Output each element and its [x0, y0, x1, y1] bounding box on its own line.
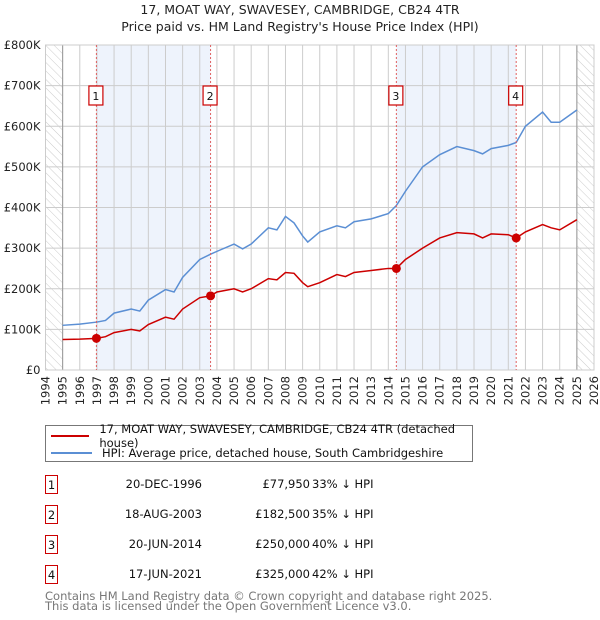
legend-property-label: 17, MOAT WAY, SWAVESEY, CAMBRIDGE, CB24 … — [99, 422, 456, 450]
sale-price: £325,000 — [255, 567, 310, 581]
sale-price: £250,000 — [255, 537, 310, 551]
y-tick-label: £800K — [4, 38, 41, 52]
x-tick-label: 2011 — [330, 376, 344, 405]
sale-point — [206, 291, 216, 301]
y-tick-label: £200K — [4, 282, 41, 296]
sale-label: 2 — [207, 90, 214, 103]
x-tick-label: 2016 — [416, 376, 430, 405]
sale-hpi-diff: 33% ↓ HPI — [312, 477, 374, 491]
x-tick-label: 2024 — [553, 376, 567, 405]
x-tick-label: 2007 — [261, 376, 275, 405]
sale-point — [391, 263, 401, 273]
x-tick-label: 2012 — [347, 376, 361, 405]
x-tick-label: 2006 — [244, 376, 258, 405]
sale-hpi-diff: 42% ↓ HPI — [312, 567, 374, 581]
x-tick-label: 2003 — [193, 376, 207, 405]
y-tick-label: £400K — [4, 201, 41, 215]
x-tick-label: 2014 — [381, 376, 395, 405]
x-tick-label: 1996 — [73, 376, 87, 405]
x-tick-label: 2013 — [364, 376, 378, 405]
x-tick-label: 2026 — [587, 376, 600, 405]
sale-label-box — [202, 85, 218, 106]
chart-subtitle: Price paid vs. HM Land Registry's House … — [121, 19, 478, 34]
sale-label-box — [88, 85, 104, 106]
y-tick-label: £500K — [4, 160, 41, 174]
y-tick-label: £600K — [4, 119, 41, 133]
legend-hpi-label: HPI: Average price, detached house, Sout… — [102, 446, 444, 460]
x-tick-label: 2025 — [570, 376, 584, 405]
x-tick-label: 2004 — [210, 376, 224, 405]
x-tick-label: 2020 — [484, 376, 498, 405]
sale-date: 20-DEC-1996 — [125, 477, 202, 491]
y-tick-label: £700K — [4, 79, 41, 93]
x-tick-label: 1999 — [124, 376, 138, 405]
sale-date: 17-JUN-2021 — [128, 567, 202, 581]
sale-point — [511, 233, 521, 243]
sale-number: 4 — [45, 565, 58, 584]
y-tick-label: £100K — [4, 322, 41, 336]
sale-number: 2 — [45, 505, 58, 524]
sale-point — [91, 333, 101, 343]
sale-hpi-diff: 35% ↓ HPI — [312, 507, 374, 521]
property-price-line — [62, 219, 578, 341]
y-tick-label: £0 — [26, 363, 41, 377]
plot-border — [45, 44, 595, 371]
x-tick-label: 2023 — [536, 376, 550, 405]
x-tick-label: 2008 — [278, 376, 292, 405]
x-tick-label: 1997 — [90, 376, 104, 405]
x-tick-label: 2001 — [158, 376, 172, 405]
sale-label-box — [388, 85, 404, 106]
x-tick-label: 2002 — [176, 376, 190, 405]
sale-label: 3 — [392, 90, 399, 103]
sale-label: 4 — [512, 90, 519, 103]
x-tick-label: 2017 — [433, 376, 447, 405]
x-tick-label: 1998 — [107, 376, 121, 405]
x-tick-label: 2021 — [501, 376, 515, 405]
sale-number: 1 — [45, 475, 58, 494]
x-tick-label: 2018 — [450, 376, 464, 405]
sale-date: 20-JUN-2014 — [128, 537, 202, 551]
x-tick-label: 2019 — [467, 376, 481, 405]
sale-date: 18-AUG-2003 — [124, 507, 202, 521]
legend-hpi-swatch — [51, 452, 92, 454]
chart-title: 17, MOAT WAY, SWAVESEY, CAMBRIDGE, CB24 … — [140, 2, 459, 17]
x-tick-label: 2000 — [141, 376, 155, 405]
sale-price: £182,500 — [255, 507, 310, 521]
sale-label-box — [508, 85, 524, 106]
x-tick-label: 2010 — [313, 376, 327, 405]
footer-copyright: Contains HM Land Registry data © Crown c… — [45, 589, 493, 603]
x-tick-label: 2009 — [296, 376, 310, 405]
sale-label: 1 — [92, 90, 99, 103]
x-tick-label: 2005 — [227, 376, 241, 405]
price-chart: 17, MOAT WAY, SWAVESEY, CAMBRIDGE, CB24 … — [4, 2, 600, 405]
sale-number: 3 — [45, 535, 58, 554]
x-tick-label: 2022 — [518, 376, 532, 405]
legend: 17, MOAT WAY, SWAVESEY, CAMBRIDGE, CB24 … — [45, 422, 473, 462]
sale-hpi-diff: 40% ↓ HPI — [312, 537, 374, 551]
x-tick-label: 1995 — [56, 376, 70, 405]
legend-property-swatch — [51, 435, 90, 437]
hpi-line — [62, 109, 578, 327]
sale-price: £77,950 — [262, 477, 310, 491]
footer-licence: This data is licensed under the Open Gov… — [45, 599, 412, 613]
x-tick-label: 1994 — [39, 376, 53, 405]
y-tick-label: £300K — [4, 241, 41, 255]
x-tick-label: 2015 — [398, 376, 412, 405]
